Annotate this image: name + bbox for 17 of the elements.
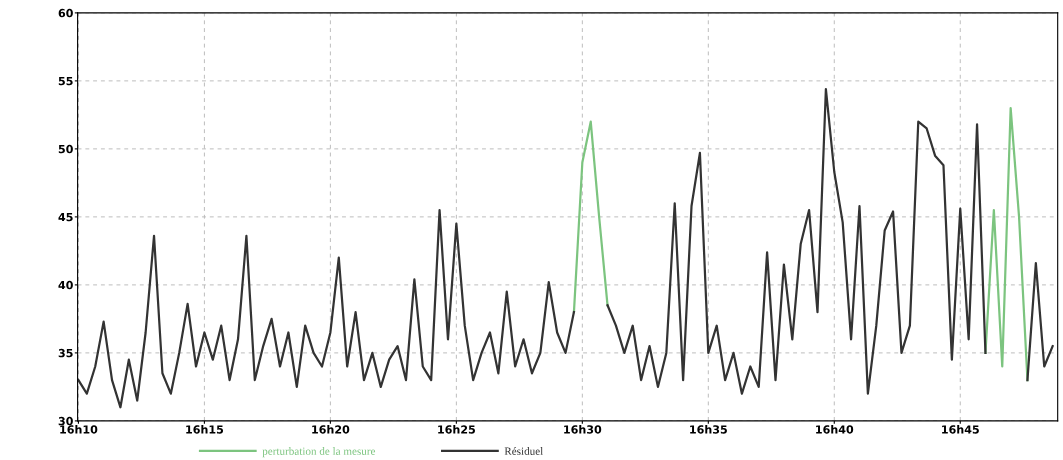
y-tick-label: 35 xyxy=(58,348,73,358)
text: perturbation de la mesure xyxy=(262,447,376,458)
x-tick-label: 16h25 xyxy=(438,425,476,434)
x-tick-label: 16h45 xyxy=(942,425,979,434)
x-tick-label: 16h10 xyxy=(60,425,98,434)
y-tick-label: 60 xyxy=(58,8,73,18)
y-tick-label: 30 xyxy=(58,416,73,426)
y-tick-label: 55 xyxy=(58,77,73,86)
x-tick-label: 16h20 xyxy=(312,425,350,434)
x-tick-label: 16h15 xyxy=(186,425,224,434)
y-tick-label: 45 xyxy=(58,213,73,222)
text: Résiduel xyxy=(504,447,544,455)
x-tick-label: 16h35 xyxy=(690,425,727,434)
y-tick-label: 40 xyxy=(58,280,73,290)
x-tick-label: 16h30 xyxy=(564,425,602,434)
x-tick-label: 16h40 xyxy=(816,425,854,434)
y-tick-label: 50 xyxy=(58,144,73,154)
